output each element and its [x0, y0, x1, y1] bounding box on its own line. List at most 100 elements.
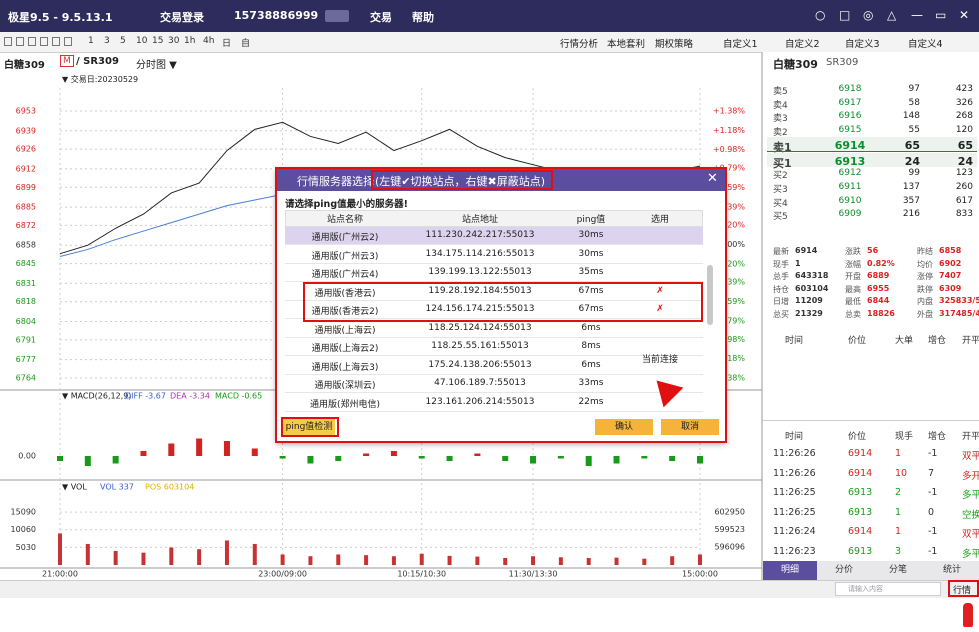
- menu-item[interactable]: 交易: [370, 11, 392, 24]
- symbol-code: / SR309: [76, 56, 119, 67]
- status-quote: 行情: [953, 586, 972, 596]
- toolbar-tab[interactable]: 自定义3: [845, 39, 880, 50]
- trade-cell: 空换: [962, 509, 979, 521]
- table-row[interactable]: [285, 246, 703, 264]
- y2-tick-label: +1.38%: [713, 107, 746, 116]
- toolbar-tab[interactable]: 本地套利: [607, 39, 646, 50]
- dialog-button[interactable]: ping值检测: [283, 419, 335, 435]
- table-row[interactable]: [285, 375, 703, 393]
- table-cell: 124.156.174.215:55013: [425, 304, 535, 314]
- y-tick-label: 6872: [16, 221, 36, 230]
- search-box[interactable]: 请输入内容: [835, 582, 941, 596]
- y-tick-label: 6845: [16, 259, 36, 268]
- book-add: 268: [955, 111, 973, 122]
- toolbar-tab[interactable]: 自定义1: [723, 39, 758, 50]
- quote-tab[interactable]: 统计: [925, 561, 979, 580]
- table-row[interactable]: [285, 394, 703, 412]
- book-volume: 99: [908, 168, 920, 179]
- highlight: [948, 580, 979, 597]
- period-button[interactable]: 日: [222, 39, 232, 49]
- window-control[interactable]: ✕: [959, 8, 970, 22]
- title-bar: [0, 0, 979, 32]
- period-button[interactable]: 30: [168, 36, 180, 46]
- window-control[interactable]: ○: [815, 8, 826, 22]
- view-select[interactable]: 分时图 ▼: [136, 60, 177, 71]
- table-cell: 119.28.192.184:55013: [428, 285, 532, 296]
- dialog-button[interactable]: 取消: [661, 419, 719, 435]
- period-button[interactable]: 5: [120, 36, 126, 46]
- table-row[interactable]: [285, 264, 703, 282]
- panel-title: ▼ MACD(26,12,9): [62, 392, 131, 401]
- book-volume: 58: [908, 97, 920, 108]
- dialog-button[interactable]: 确认: [595, 419, 653, 435]
- toolbar-tab[interactable]: 期权策略: [655, 39, 694, 50]
- table-cell: 134.175.114.216:55013: [425, 248, 535, 259]
- stat-value: 18826: [867, 308, 895, 318]
- stat-label: 外盘: [917, 309, 933, 319]
- big-order-header: 增仓: [928, 336, 947, 346]
- stat-label: 涨停: [917, 272, 933, 281]
- table-row[interactable]: [285, 357, 703, 375]
- toolbar-tab[interactable]: 行情分析: [560, 39, 599, 50]
- table-row[interactable]: [285, 338, 703, 356]
- period-button[interactable]: 自: [241, 39, 251, 49]
- login-button[interactable]: 交易登录: [160, 11, 204, 24]
- volume-bar: [586, 557, 591, 565]
- period-button[interactable]: 15: [152, 36, 164, 46]
- table-row[interactable]: [285, 227, 703, 245]
- table-cell: 175.24.138.206:55013: [428, 359, 532, 370]
- window-control[interactable]: △: [887, 8, 897, 22]
- volume-bar: [642, 558, 647, 565]
- window-control[interactable]: —: [911, 8, 923, 22]
- y2-tick-label: +0.98%: [713, 145, 746, 154]
- period-button[interactable]: 1: [88, 36, 94, 46]
- panel-legend: DIFF -3.67: [125, 392, 166, 401]
- period-button[interactable]: 10: [136, 36, 148, 46]
- period-button[interactable]: 1h: [184, 36, 196, 46]
- period-button[interactable]: 3: [104, 36, 110, 46]
- toolbar-tab[interactable]: 自定义2: [785, 39, 820, 50]
- dialog-title-bar: [277, 169, 725, 191]
- table-row[interactable]: [285, 320, 703, 338]
- stat-label: 涨跌: [845, 247, 861, 256]
- toolbar: [0, 32, 979, 53]
- window-control[interactable]: □: [839, 8, 851, 22]
- y2-tick-label: -1.18%: [717, 354, 746, 363]
- stat-label: 涨幅: [845, 259, 861, 269]
- y2-tick-label: +1.18%: [713, 126, 746, 135]
- menu-item[interactable]: 帮助: [412, 11, 434, 24]
- trade-header: 价位: [848, 432, 867, 442]
- stat-label: 昨结: [917, 247, 933, 256]
- table-row[interactable]: [285, 283, 703, 301]
- window-control[interactable]: ◎: [863, 8, 874, 22]
- table-cell: 67ms: [578, 285, 604, 296]
- book-price: 6912: [838, 168, 862, 179]
- volume-bar: [280, 554, 285, 565]
- quote-tab[interactable]: 分笔: [871, 561, 925, 580]
- macd-bar: [196, 438, 203, 456]
- y2-tick-label: +0.20%: [713, 221, 746, 230]
- dialog-close[interactable]: ✕: [707, 171, 718, 186]
- trade-cell: 多平: [962, 548, 979, 560]
- macd-bar: [474, 453, 481, 456]
- table-cell: 30ms: [578, 248, 604, 259]
- book-add: 326: [955, 97, 973, 108]
- window-control[interactable]: ▭: [935, 8, 947, 22]
- quote-tab[interactable]: 明细: [763, 561, 817, 580]
- dialog-prompt: 请选择ping值最小的服务器!: [285, 199, 408, 210]
- table-header: 选用: [650, 215, 669, 225]
- y2-tick-label: -0.20%: [717, 259, 746, 268]
- macd-bar: [307, 456, 314, 464]
- quote-tab[interactable]: 分价: [817, 561, 871, 580]
- y-tick-label: 6858: [16, 241, 36, 250]
- macd-bar: [530, 456, 537, 464]
- table-row[interactable]: [285, 301, 703, 319]
- toolbar-tab[interactable]: 自定义4: [908, 39, 943, 50]
- stat-value: 0.82%: [867, 258, 895, 268]
- period-button[interactable]: 4h: [203, 36, 215, 46]
- y-tick-label: 5030: [16, 543, 36, 552]
- panel-title: ▼ VOL: [62, 483, 87, 492]
- stat-label: 现手: [773, 259, 789, 269]
- table-cell: 35ms: [578, 267, 604, 277]
